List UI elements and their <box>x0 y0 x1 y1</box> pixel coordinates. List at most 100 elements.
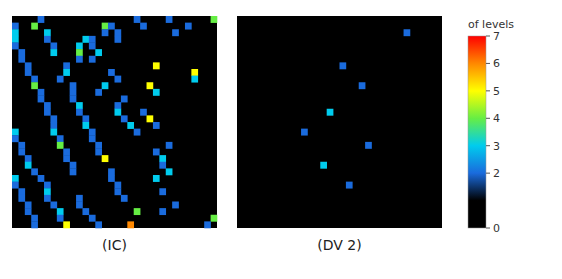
cell <box>108 175 115 182</box>
colorbar-tick <box>486 145 490 146</box>
cell <box>31 82 38 89</box>
colorbar-tick <box>486 118 490 119</box>
cell <box>57 76 64 83</box>
cell <box>191 69 198 76</box>
cell <box>115 109 122 116</box>
panel-background <box>237 16 442 228</box>
cell <box>70 89 77 96</box>
cell <box>121 96 128 103</box>
cell <box>89 129 96 136</box>
cell <box>95 221 102 228</box>
cell <box>159 162 166 169</box>
cell <box>115 188 122 195</box>
cell <box>63 149 70 156</box>
cell <box>50 115 57 122</box>
cell <box>108 69 115 76</box>
cell <box>12 29 19 36</box>
cell <box>320 162 327 169</box>
cell <box>166 142 173 149</box>
cell <box>38 175 45 182</box>
cell <box>18 49 25 56</box>
cell <box>38 16 45 23</box>
cell <box>31 215 38 222</box>
colorbar-tick <box>486 36 490 37</box>
cell <box>12 129 19 136</box>
cell <box>115 102 122 109</box>
cell <box>301 129 308 136</box>
cell <box>89 56 96 63</box>
colorbar-tick <box>486 173 490 174</box>
cell <box>25 208 32 215</box>
cell <box>44 182 51 189</box>
cell <box>44 188 51 195</box>
cell <box>115 36 122 43</box>
cell <box>18 188 25 195</box>
colorbar-tick-label: 6 <box>493 57 500 70</box>
cell <box>159 208 166 215</box>
cell <box>153 62 160 69</box>
cell <box>185 23 192 30</box>
cell <box>89 36 96 43</box>
cell <box>134 129 141 136</box>
cell <box>63 62 70 69</box>
cell <box>70 96 77 103</box>
cell <box>191 76 198 83</box>
cell <box>153 122 160 129</box>
cell <box>12 43 19 50</box>
cell <box>76 102 83 109</box>
cell <box>166 168 173 175</box>
cell <box>50 49 57 56</box>
cell <box>211 215 218 222</box>
colorbar-tick-label: 2 <box>493 167 500 180</box>
cell <box>153 175 160 182</box>
cell <box>102 29 109 36</box>
cell <box>102 82 109 89</box>
cell <box>327 109 334 116</box>
colorbar-label: of levels <box>468 18 514 31</box>
cell <box>153 149 160 156</box>
cell <box>76 109 83 116</box>
cell <box>18 142 25 149</box>
cell <box>12 23 19 30</box>
cell <box>44 36 51 43</box>
cell <box>57 215 64 222</box>
colorbar-tick <box>486 90 490 91</box>
cell <box>44 195 51 202</box>
colorbar-tick-label: 0 <box>493 222 500 235</box>
cell <box>365 142 372 149</box>
cell <box>359 82 366 89</box>
cell <box>102 23 109 30</box>
cell <box>95 89 102 96</box>
cell <box>204 221 211 228</box>
panel-label: (IC) <box>102 237 127 253</box>
cell <box>127 221 134 228</box>
cell <box>12 175 19 182</box>
cell <box>82 208 89 215</box>
heatmap-panel <box>12 16 217 228</box>
cell <box>70 82 77 89</box>
colorbar <box>468 36 486 228</box>
cell <box>18 56 25 63</box>
cell <box>172 202 179 209</box>
cell <box>25 202 32 209</box>
cell <box>31 76 38 83</box>
cell <box>166 16 173 23</box>
cell <box>95 49 102 56</box>
cell <box>82 36 89 43</box>
cell <box>147 115 154 122</box>
cell <box>18 195 25 202</box>
cell <box>38 96 45 103</box>
cell <box>44 109 51 116</box>
colorbar-tick <box>486 63 490 64</box>
cell <box>63 221 70 228</box>
cell <box>159 155 166 162</box>
cell <box>121 195 128 202</box>
cell <box>76 56 83 63</box>
cell <box>25 69 32 76</box>
colorbar-tick-label: 7 <box>493 30 500 43</box>
cell <box>25 155 32 162</box>
cell <box>82 122 89 129</box>
cell <box>63 155 70 162</box>
cell <box>346 182 353 189</box>
cell <box>108 168 115 175</box>
